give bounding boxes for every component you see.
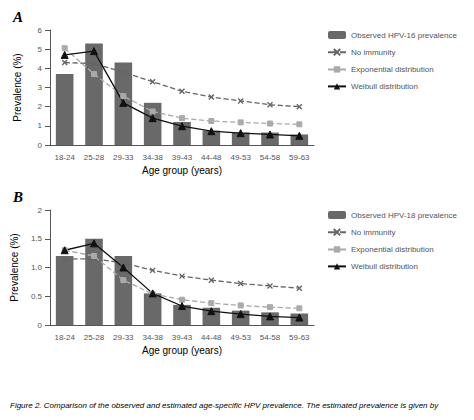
svg-text:Age group (years): Age group (years) <box>142 345 222 356</box>
svg-text:Figure 2. Comparison of the ob: Figure 2. Comparison of the observed and… <box>10 401 439 410</box>
svg-text:34-38: 34-38 <box>142 333 163 342</box>
svg-text:25-28: 25-28 <box>84 153 105 162</box>
svg-text:49-53: 49-53 <box>230 333 251 342</box>
svg-text:29-33: 29-33 <box>113 333 134 342</box>
svg-text:0.5: 0.5 <box>31 292 43 301</box>
svg-text:39-43: 39-43 <box>172 153 193 162</box>
svg-text:2: 2 <box>38 102 43 111</box>
svg-text:Exponential distribution: Exponential distribution <box>351 65 434 74</box>
svg-text:Exponential distribution: Exponential distribution <box>351 245 434 254</box>
svg-text:Prevalence (%): Prevalence (%) <box>9 233 20 301</box>
svg-text:34-38: 34-38 <box>142 153 163 162</box>
svg-text:0: 0 <box>38 321 43 330</box>
svg-text:54-58: 54-58 <box>260 153 281 162</box>
svg-text:4: 4 <box>38 64 43 73</box>
svg-text:Prevalence (%): Prevalence (%) <box>12 53 23 121</box>
svg-text:44-48: 44-48 <box>201 153 222 162</box>
svg-text:Observed HPV-18 prevalence: Observed HPV-18 prevalence <box>351 211 457 220</box>
svg-text:0: 0 <box>38 141 43 150</box>
svg-text:44-48: 44-48 <box>201 333 222 342</box>
svg-text:39-43: 39-43 <box>172 333 193 342</box>
svg-text:5: 5 <box>38 45 43 54</box>
svg-text:18-24: 18-24 <box>54 153 75 162</box>
svg-text:B: B <box>12 189 23 205</box>
svg-text:59-63: 59-63 <box>289 333 310 342</box>
svg-text:3: 3 <box>38 83 43 92</box>
svg-text:Weibull distribution: Weibull distribution <box>351 262 418 271</box>
svg-text:18-24: 18-24 <box>54 333 75 342</box>
svg-text:54-58: 54-58 <box>260 333 281 342</box>
svg-text:25-28: 25-28 <box>84 333 105 342</box>
svg-text:No immunity: No immunity <box>351 228 395 237</box>
svg-text:2: 2 <box>38 206 43 215</box>
svg-text:1: 1 <box>38 121 43 130</box>
svg-text:Observed HPV-16 prevalence: Observed HPV-16 prevalence <box>351 31 457 40</box>
svg-text:59-63: 59-63 <box>289 153 310 162</box>
svg-text:No immunity: No immunity <box>351 48 395 57</box>
svg-text:A: A <box>12 9 23 25</box>
svg-text:1.5: 1.5 <box>31 234 43 243</box>
svg-text:49-53: 49-53 <box>230 153 251 162</box>
svg-text:1.0: 1.0 <box>31 263 43 272</box>
svg-text:Weibull distribution: Weibull distribution <box>351 82 418 91</box>
svg-text:6: 6 <box>38 26 43 35</box>
svg-text:29-33: 29-33 <box>113 153 134 162</box>
svg-text:Age group (years): Age group (years) <box>142 165 222 176</box>
